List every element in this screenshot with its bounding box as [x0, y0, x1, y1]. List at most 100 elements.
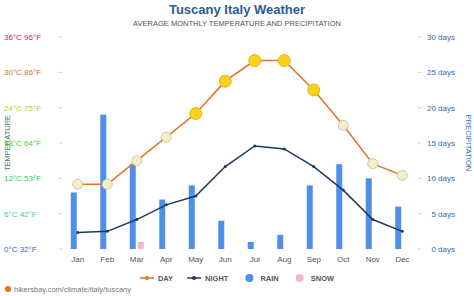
marker [190, 108, 202, 120]
legend-label: NIGHT [205, 274, 229, 283]
y2-tick-label: 10 days [427, 174, 455, 183]
x-tick-label: Jun [219, 255, 232, 264]
x-tick-label: Nov [366, 255, 380, 264]
bar [130, 164, 136, 249]
y2-tick-label: 0 days [431, 245, 455, 254]
y2-tick [418, 72, 421, 73]
marker [397, 170, 407, 180]
x-tick-label: Jul [250, 255, 260, 264]
legend-key [245, 274, 253, 282]
y2-axis-title: PRECIPITATION [464, 115, 473, 171]
y-tick [59, 37, 62, 38]
bar [189, 185, 195, 249]
point [283, 147, 286, 150]
line [78, 146, 403, 233]
bar [108, 249, 114, 250]
bar [403, 249, 409, 250]
y-tick [59, 107, 62, 108]
legend-label: SNOW [311, 274, 335, 283]
y2-tick-label: 15 days [427, 139, 455, 148]
marker [249, 55, 261, 67]
y-tick-label: 0°C 32°F [4, 245, 37, 254]
y2-tick-label: 20 days [427, 104, 455, 113]
y2-tick [418, 107, 421, 108]
bar [336, 164, 342, 249]
bar [226, 249, 232, 250]
line [78, 61, 403, 185]
y-tick [59, 143, 62, 144]
bar [218, 221, 224, 249]
legend-label: DAY [158, 274, 173, 283]
y-tick-label: 30°C 86°F [4, 68, 41, 77]
point [224, 165, 227, 168]
y2-tick [418, 178, 421, 179]
bar [138, 242, 144, 249]
legend-key [296, 274, 304, 282]
marker [102, 179, 112, 189]
bar [79, 249, 85, 250]
point [76, 231, 79, 234]
legend-label: RAIN [260, 274, 278, 283]
bar [167, 249, 173, 250]
x-tick-label: May [188, 255, 203, 264]
bar [285, 249, 291, 250]
y-tick [59, 72, 62, 73]
bar [277, 235, 283, 249]
x-tick-label: Apr [160, 255, 173, 264]
point [135, 218, 138, 221]
y2-tick-label: 5 days [431, 210, 455, 219]
x-tick-label: Oct [337, 255, 350, 264]
bar [248, 242, 254, 249]
marker [132, 156, 142, 166]
y-tick-label: 18°C 64°F [4, 139, 41, 148]
marker [278, 55, 290, 67]
bar [307, 185, 313, 249]
y2-tick-label: 30 days [427, 33, 455, 42]
x-tick-label: Aug [277, 255, 291, 264]
bar [344, 249, 350, 250]
point [253, 144, 256, 147]
marker [219, 75, 231, 87]
subtitle: AVERAGE MONTHLY TEMPERATURE AND PRECIPIT… [133, 19, 341, 28]
x-tick-label: Feb [100, 255, 114, 264]
bar [315, 249, 321, 250]
point [194, 195, 197, 198]
legend: DAY NIGHT RAIN SNOW [140, 274, 335, 283]
y-tick-label: 36°C 96°F [4, 33, 41, 42]
y2-tick-label: 25 days [427, 68, 455, 77]
title: Tuscany Italy Weather [169, 2, 305, 17]
point [371, 218, 374, 221]
y2-tick [418, 213, 421, 214]
marker [338, 120, 348, 130]
y-tick [59, 249, 62, 250]
y2-tick [418, 143, 421, 144]
y-tick-label: 6°C 42°F [4, 210, 37, 219]
y-tick-label: 24°C 75°F [4, 104, 41, 113]
bar [395, 207, 401, 249]
y2-tick [418, 37, 421, 38]
y-tick [59, 213, 62, 214]
plot-area [71, 55, 408, 249]
bar [256, 249, 262, 250]
y2-tick [418, 249, 421, 250]
point [165, 203, 168, 206]
point [312, 165, 315, 168]
x-tick-label: Mar [130, 255, 144, 264]
y-tick-label: 12°C 53°F [4, 174, 41, 183]
x-tick-label: Dec [395, 255, 409, 264]
point [342, 189, 345, 192]
point [401, 230, 404, 233]
point [106, 230, 109, 233]
chart: Tuscany Italy Weather AVERAGE MONTHLY TEM… [0, 0, 474, 296]
legend-key [192, 276, 196, 280]
marker [73, 179, 83, 189]
marker [308, 84, 320, 96]
source: hikersbay.com/climate/italy/tuscany [14, 285, 131, 294]
marker [368, 159, 378, 169]
y-tick [59, 178, 62, 179]
bar [374, 249, 380, 250]
x-tick-label: Jan [71, 255, 84, 264]
marker [161, 132, 171, 142]
bar [71, 192, 77, 249]
x-tick-label: Sep [307, 255, 322, 264]
